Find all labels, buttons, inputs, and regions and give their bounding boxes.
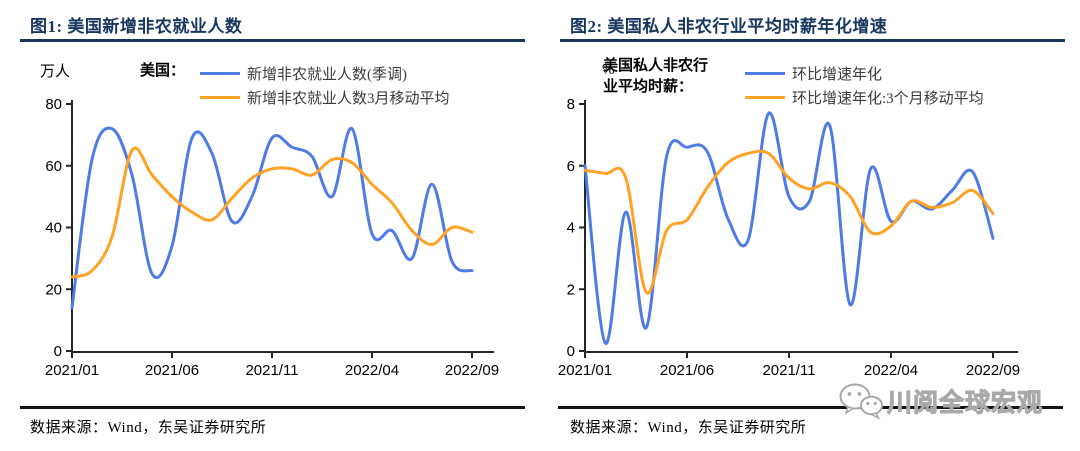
figure-1-panel: 图1: 美国新增非农就业人数 万人 美国： 新增非农就业人数(季调) 新增非农就…: [20, 17, 525, 436]
y-axis-tick-label: 8: [567, 96, 575, 113]
y-axis-tick-label: 2: [567, 281, 575, 298]
legend-item: 新增非农就业人数3月移动平均: [200, 87, 450, 108]
nonfarm-payrolls-line-chart: 0 20 40 60 80 2021/01 2021/06 2021/11 2022/04 202…: [45, 96, 499, 379]
x-axis-tick-label: 2022/09: [445, 362, 499, 379]
wechat-watermark: 川阅全球宏观: [838, 382, 1043, 420]
x-axis-tick-label: 2021/06: [145, 362, 199, 379]
legend-label: 新增非农就业人数(季调): [247, 67, 407, 83]
series-line-1: [70, 146, 474, 279]
legend-label: 新增非农就业人数3月移动平均: [247, 91, 450, 107]
series-line-0: [70, 126, 474, 310]
x-axis-tick-label: 2021/11: [762, 362, 815, 379]
series-line-swatch: [745, 72, 785, 75]
y-axis-tick-label: 20: [45, 281, 62, 298]
y-axis-tick-label: 0: [54, 343, 62, 360]
y-axis-tick-label: 6: [567, 158, 575, 175]
x-axis-tick-label: 2021/11: [245, 362, 298, 379]
series-line-swatch: [745, 96, 785, 99]
y-axis-tick-label: 4: [567, 220, 575, 237]
legend-title: 美国：: [140, 63, 186, 79]
legend-item: 新增非农就业人数(季调): [200, 63, 407, 84]
legend-item: 环比增速年化: [745, 63, 882, 84]
y-axis-tick-label: 0: [567, 343, 575, 360]
watermark-text: 川阅全球宏观: [886, 390, 1044, 418]
figure-2-bottom-rule: [558, 406, 1063, 409]
y-axis-tick-label: 80: [45, 96, 62, 113]
x-axis-tick-label: 2021/06: [660, 362, 714, 379]
hourly-earnings-line-chart: 0 2 4 6 8 2021/01 2021/06 2021/11 2022/04 2022/09: [558, 96, 1020, 379]
y-axis-unit-label: %: [602, 62, 615, 78]
y-axis-tick-label: 40: [45, 220, 62, 237]
x-axis-tick-label: 2021/01: [45, 362, 99, 379]
series-line-0: [583, 111, 995, 345]
figure-2-panel: 图2: 美国私人非农行业平均时薪年化增速 % 美国私人非农行业平均时薪： 环比增…: [540, 0, 1080, 451]
x-axis-tick-label: 2022/09: [966, 362, 1020, 379]
figure-1-title-rule: [20, 39, 525, 42]
series-line-swatch: [200, 72, 240, 75]
legend-title: 美国私人非农行业平均时薪：: [603, 58, 709, 95]
legend-label: 环比增速年化: [792, 67, 883, 83]
figure-1-bottom-rule: [20, 406, 525, 409]
wechat-icon: [839, 383, 883, 420]
y-axis-unit-label: 万人: [40, 64, 71, 80]
legend-label: 环比增速年化:3个月移动平均: [792, 91, 984, 107]
data-source-note: 数据来源：Wind，东吴证券研究所: [30, 420, 267, 436]
x-axis-tick-label: 2022/04: [864, 362, 918, 379]
legend-item: 环比增速年化:3个月移动平均: [745, 87, 984, 108]
y-axis-tick-label: 60: [45, 158, 62, 175]
x-axis-tick-label: 2021/01: [558, 362, 612, 379]
series-line-swatch: [200, 96, 240, 99]
x-axis-tick-label: 2022/04: [345, 362, 399, 379]
figure-1-title: 图1: 美国新增非农就业人数: [30, 17, 243, 36]
figure-2-title: 图2: 美国私人非农行业平均时薪年化增速: [570, 17, 888, 36]
data-source-note: 数据来源：Wind，东吴证券研究所: [570, 420, 807, 436]
figure-2-title-rule: [560, 39, 1065, 42]
series-line-1: [583, 149, 995, 295]
